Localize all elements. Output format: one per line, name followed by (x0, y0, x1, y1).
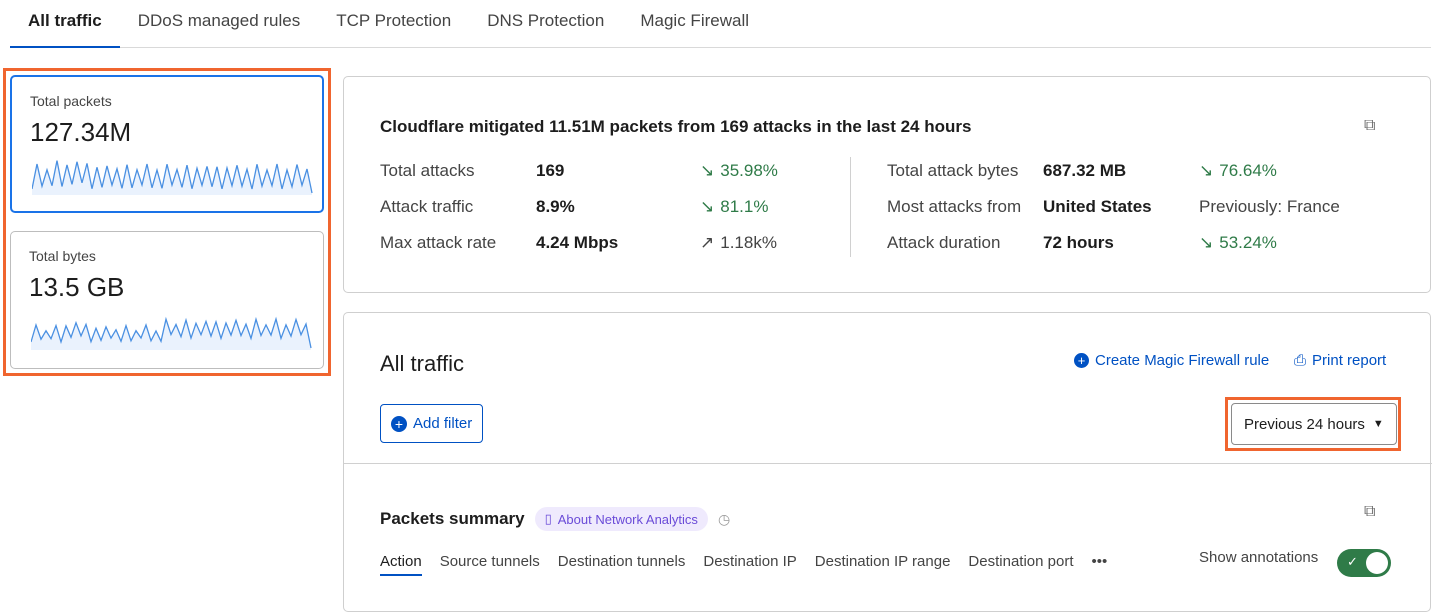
summary-label: Total attack bytes (887, 161, 1018, 181)
bytes-sparkline (31, 316, 312, 350)
summary-value: 4.24 Mbps (536, 233, 618, 253)
link-label: Print report (1312, 352, 1387, 369)
summary-text: 4.24 Mbps (536, 233, 619, 252)
summary-change: ↘ 35.98% (700, 161, 778, 181)
summary-change: ↗ 1.18k% (700, 233, 777, 253)
summary-value: 169 (536, 161, 564, 181)
card-total-packets[interactable]: Total packets 127.34M (10, 75, 324, 213)
summary-text: 81.1% (720, 197, 769, 216)
summary-text: 169 (536, 161, 565, 180)
tab-bar: All traffic DDoS managed rules TCP Protect… (10, 0, 1431, 48)
card-label: Total bytes (29, 248, 96, 264)
show-annotations-toggle[interactable]: ✓ (1337, 549, 1391, 577)
divider (344, 463, 1432, 464)
toggle-knob (1366, 552, 1388, 574)
summary-text: 53.24% (1219, 233, 1277, 252)
summary-label: Total attacks (380, 161, 475, 181)
summary-text: 8.9% (536, 197, 575, 216)
dimension-tabs: Action Source tunnels Destination tunnels D… (380, 553, 1125, 576)
subtab-destination-tunnels[interactable]: Destination tunnels (557, 553, 686, 570)
summary-value: 8.9% (536, 197, 575, 217)
summary-text: 1.18k% (720, 233, 777, 252)
summary-text: 687.32 MB (1043, 161, 1127, 180)
summary-label: Max attack rate (380, 233, 496, 253)
tab-ddos-managed-rules[interactable]: DDoS managed rules (137, 11, 301, 30)
tab-all-traffic[interactable]: All traffic (10, 0, 120, 48)
copy-icon[interactable]: ⧉ (1364, 117, 1376, 134)
print-report-link[interactable]: ⎙ Print report (1294, 352, 1386, 369)
caret-down-icon: ▼ (1372, 418, 1384, 430)
summary-value: 72 hours (1043, 233, 1114, 253)
sparkline-line (32, 160, 313, 194)
summary-text: United States (1043, 197, 1152, 216)
summary-change: Previously: France (1199, 197, 1340, 217)
traffic-panel: All traffic + Create Magic Firewall rule … (343, 312, 1432, 612)
summary-label: Attack duration (887, 233, 1000, 253)
time-range-select[interactable]: Previous 24 hours ▼ (1231, 403, 1397, 445)
summary-headline: Cloudflare mitigated 11.51M packets from… (380, 117, 972, 136)
summary-text: Attack traffic (380, 197, 474, 216)
button-label: Add filter (413, 415, 473, 432)
highlight-box (3, 68, 331, 376)
card-value: 127.34M (30, 117, 132, 147)
summary-change: ↘ 76.64% (1199, 161, 1277, 181)
summary-change: ↘ 81.1% (700, 197, 768, 217)
plus-circle-icon: + (1074, 353, 1089, 368)
book-icon: ▯ (544, 511, 552, 526)
subtab-destination-ip[interactable]: Destination IP (703, 553, 797, 570)
summary-label: Most attacks from (887, 197, 1021, 217)
card-label: Total packets (30, 93, 112, 109)
packets-sparkline (32, 160, 313, 195)
tab-dns-protection[interactable]: DNS Protection (487, 11, 605, 30)
subtab-action[interactable]: Action (380, 553, 422, 576)
summary-text: 35.98% (720, 161, 778, 180)
trend-up-icon: ↗ (700, 233, 715, 252)
subtab-source-tunnels[interactable]: Source tunnels (439, 553, 540, 570)
card-value: 13.5 GB (29, 272, 125, 302)
highlight-box (1225, 397, 1401, 451)
summary-text: Attack duration (887, 233, 1001, 252)
summary-value: United States (1043, 197, 1152, 217)
trend-down-icon: ↘ (700, 161, 715, 180)
subtab-destination-port[interactable]: Destination port (968, 553, 1074, 570)
summary-text: Previously: France (1199, 197, 1340, 216)
summary-text: Most attacks from (887, 197, 1022, 216)
trend-down-icon: ↘ (1199, 233, 1214, 252)
traffic-title: All traffic (380, 351, 464, 376)
divider (850, 157, 851, 257)
about-network-analytics-link[interactable]: ▯ About Network Analytics (534, 507, 708, 531)
card-total-bytes[interactable]: Total bytes 13.5 GB (10, 231, 324, 369)
trend-down-icon: ↘ (700, 197, 715, 216)
link-label: Create Magic Firewall rule (1095, 352, 1270, 369)
summary-label: Attack traffic (380, 197, 473, 217)
summary-text: Total attacks (380, 161, 475, 180)
trend-down-icon: ↘ (1199, 161, 1214, 180)
select-value: Previous 24 hours (1244, 415, 1365, 433)
pill-label: About Network Analytics (557, 511, 698, 527)
plus-circle-icon: + (391, 415, 407, 432)
subtab-destination-ip-range[interactable]: Destination IP range (814, 553, 951, 570)
summary-panel: Cloudflare mitigated 11.51M packets from… (343, 76, 1431, 293)
add-filter-button[interactable]: + Add filter (380, 404, 484, 443)
summary-text: Total attack bytes (887, 161, 1019, 180)
sparkline-line (31, 316, 312, 349)
printer-icon: ⎙ (1294, 352, 1307, 369)
summary-change: ↘ 53.24% (1199, 233, 1277, 253)
tab-magic-firewall[interactable]: Magic Firewall (640, 11, 749, 30)
summary-text: 76.64% (1219, 161, 1277, 180)
show-annotations-label: Show annotations (1199, 549, 1319, 566)
summary-text: Max attack rate (380, 233, 497, 252)
check-icon: ✓ (1347, 554, 1358, 569)
clock-icon[interactable]: ◷ (717, 510, 731, 527)
packets-summary-title: Packets summary (380, 509, 525, 528)
tab-tcp-protection[interactable]: TCP Protection (336, 11, 452, 30)
more-icon[interactable]: ••• (1091, 553, 1108, 570)
create-firewall-rule-link[interactable]: + Create Magic Firewall rule (1074, 352, 1269, 369)
summary-value: 687.32 MB (1043, 161, 1126, 181)
copy-icon[interactable]: ⧉ (1364, 503, 1376, 520)
summary-text: 72 hours (1043, 233, 1114, 252)
